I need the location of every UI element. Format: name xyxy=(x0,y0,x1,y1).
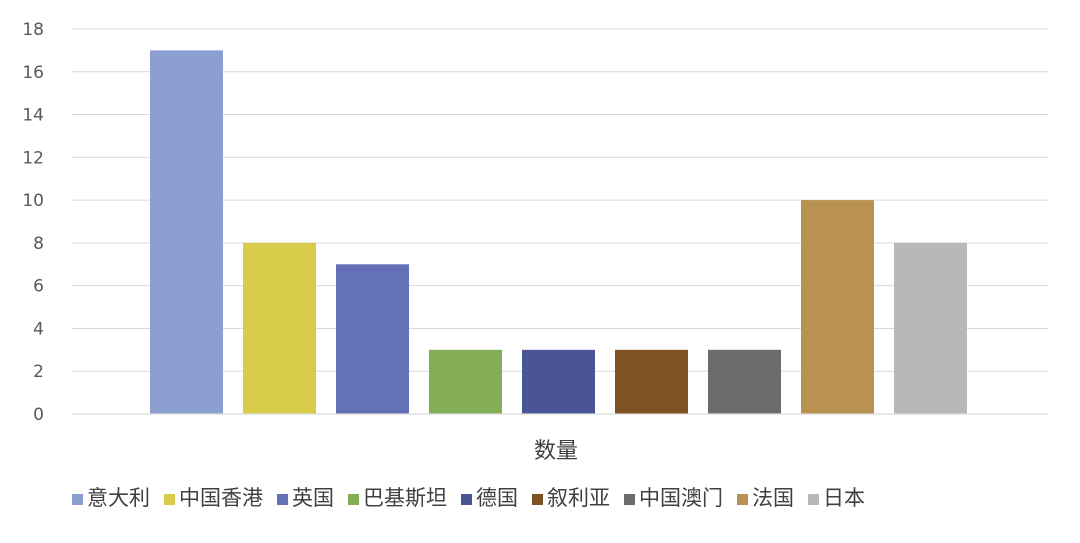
legend-swatch xyxy=(277,494,288,505)
legend-swatch xyxy=(164,494,175,505)
legend-label: 巴基斯坦 xyxy=(363,486,447,510)
y-tick-label: 6 xyxy=(33,277,44,297)
legend-label: 法国 xyxy=(752,486,794,510)
bar-1 xyxy=(150,50,223,415)
bar-3 xyxy=(336,264,409,414)
legend-label: 叙利亚 xyxy=(547,486,610,510)
y-tick-label: 10 xyxy=(22,191,44,211)
y-tick-label: 12 xyxy=(22,148,44,168)
bar-6 xyxy=(615,349,688,414)
bar-8 xyxy=(801,200,874,414)
y-axis-ticks: 0 2 4 6 8 10 12 14 16 18 xyxy=(22,20,44,425)
y-tick-label: 2 xyxy=(33,362,44,382)
bar-2 xyxy=(243,242,316,414)
y-tick-label: 8 xyxy=(33,234,44,254)
legend-swatch xyxy=(532,494,543,505)
y-tick-label: 4 xyxy=(33,319,44,339)
legend-swatch xyxy=(348,494,359,505)
bar-4 xyxy=(429,349,502,414)
bar-9 xyxy=(894,242,967,414)
legend-label: 英国 xyxy=(292,486,334,510)
y-tick-label: 0 xyxy=(33,405,44,425)
legend: 意大利 中国香港 英国 巴基斯坦 德国 叙利亚 中国澳门 法国 日本 xyxy=(72,486,865,510)
legend-swatch xyxy=(72,494,83,505)
legend-label: 意大利 xyxy=(87,486,150,510)
legend-swatch xyxy=(808,494,819,505)
legend-label: 德国 xyxy=(476,486,518,510)
gridlines xyxy=(72,28,1048,372)
y-tick-label: 16 xyxy=(22,63,44,83)
legend-label: 中国香港 xyxy=(179,486,263,510)
legend-swatch xyxy=(737,494,748,505)
bar-5 xyxy=(522,349,595,414)
x-axis-title: 数量 xyxy=(534,439,578,464)
y-tick-label: 14 xyxy=(22,106,44,126)
legend-label: 日本 xyxy=(823,486,865,510)
bars xyxy=(150,50,967,415)
bar-7 xyxy=(708,349,781,414)
legend-label: 中国澳门 xyxy=(639,486,723,510)
y-tick-label: 18 xyxy=(22,20,44,40)
legend-swatch xyxy=(624,494,635,505)
legend-swatch xyxy=(461,494,472,505)
